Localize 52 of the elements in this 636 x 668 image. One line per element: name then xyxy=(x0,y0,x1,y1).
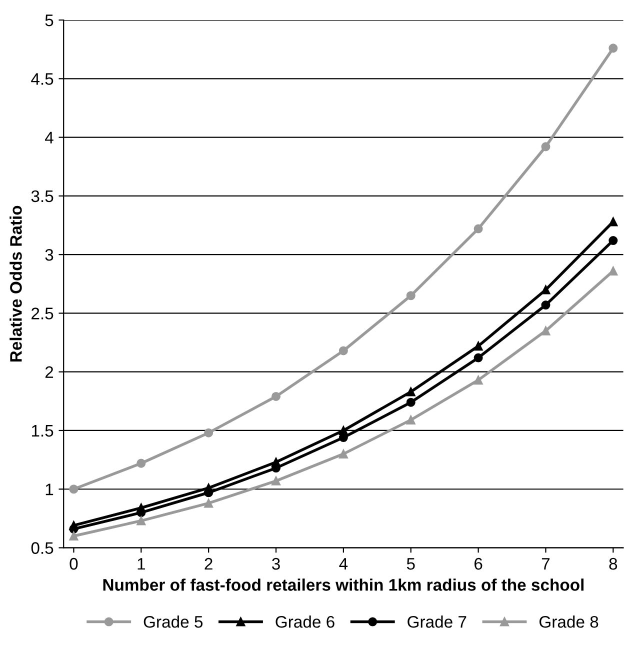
point xyxy=(608,236,618,246)
point xyxy=(271,392,281,401)
point xyxy=(406,387,416,396)
x-tick-label: 6 xyxy=(474,558,482,570)
point xyxy=(474,224,483,234)
point xyxy=(541,326,550,336)
point xyxy=(271,476,281,486)
x-tick-label: 2 xyxy=(204,558,212,570)
x-tick-label: 1 xyxy=(138,558,145,570)
point xyxy=(136,516,146,526)
x-tick-label: 0 xyxy=(70,558,78,570)
point xyxy=(474,353,483,362)
legend-label: Grade 5 xyxy=(144,616,203,628)
point xyxy=(608,217,618,226)
x-tick-label: 3 xyxy=(272,558,280,570)
y-tick-label: 0.5 xyxy=(31,542,54,554)
x-axis-title: Number of fast-food retailers within 1km radius of the school xyxy=(103,578,584,591)
point xyxy=(204,498,214,508)
y-tick-label: 4.5 xyxy=(31,73,54,85)
legend-label: Grade 8 xyxy=(539,616,598,628)
point xyxy=(69,524,78,534)
point xyxy=(608,266,618,276)
point xyxy=(474,376,483,385)
x-tick-label: 4 xyxy=(339,558,348,570)
point xyxy=(541,142,550,152)
point xyxy=(541,285,550,294)
legend-label: Grade 7 xyxy=(408,616,466,628)
point xyxy=(474,342,483,351)
y-tick-label: 4 xyxy=(44,132,54,144)
y-tick-label: 3.5 xyxy=(31,190,54,202)
point xyxy=(338,346,348,356)
point xyxy=(406,291,416,300)
y-tick-label: 1 xyxy=(46,484,54,496)
point xyxy=(69,484,78,494)
point xyxy=(204,428,214,438)
point xyxy=(69,532,78,541)
legend-label: Grade 6 xyxy=(276,616,334,628)
point xyxy=(406,398,416,407)
x-tick-label: 5 xyxy=(406,558,415,570)
y-axis-title: Relative Odds Ratio xyxy=(10,206,22,362)
point xyxy=(608,44,618,53)
y-tick-label: 2.5 xyxy=(32,308,54,320)
point xyxy=(541,300,550,310)
point xyxy=(406,415,416,424)
y-tick-label: 2 xyxy=(45,366,54,378)
y-tick-label: 5 xyxy=(45,14,54,26)
point xyxy=(136,458,146,468)
x-tick-label: 7 xyxy=(542,558,550,570)
y-tick-label: 3 xyxy=(45,248,54,261)
x-tick-label: 8 xyxy=(609,558,618,570)
y-tick-label: 1.5 xyxy=(32,425,54,437)
point xyxy=(338,449,348,458)
